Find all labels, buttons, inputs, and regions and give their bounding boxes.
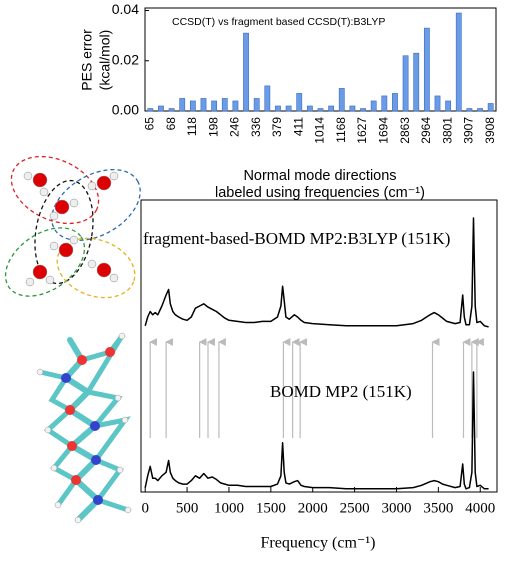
bar bbox=[477, 108, 483, 112]
bar bbox=[253, 98, 260, 112]
plot-frame bbox=[140, 199, 498, 493]
spectrum-line bbox=[144, 371, 489, 490]
bar bbox=[434, 95, 441, 112]
bar bbox=[455, 12, 462, 112]
y-tick-label: 0.04 bbox=[112, 1, 139, 17]
bar bbox=[381, 95, 388, 112]
bar bbox=[487, 103, 494, 112]
bar bbox=[221, 98, 228, 112]
y-axis-label: PES error bbox=[79, 29, 95, 91]
x-tick-label: 1168 bbox=[334, 117, 348, 143]
bar bbox=[445, 100, 452, 112]
bar bbox=[402, 55, 409, 112]
x-tick-label: 1500 bbox=[256, 500, 286, 516]
x-tick-label: 198 bbox=[206, 117, 220, 137]
series-label: BOMD MP2 (151K) bbox=[270, 382, 412, 401]
bar bbox=[423, 27, 430, 112]
x-tick-label: 2500 bbox=[340, 500, 370, 516]
x-axis-label: labeled using frequencies (cm⁻¹) bbox=[215, 185, 425, 201]
y-tick-label: 0.00 bbox=[112, 102, 139, 118]
x-tick-label: 1694 bbox=[376, 117, 390, 144]
x-tick-label: 336 bbox=[249, 117, 263, 137]
peptide bbox=[36, 332, 132, 524]
x-tick-label: 2000 bbox=[298, 500, 328, 516]
x-tick-label: 3500 bbox=[423, 500, 453, 516]
x-tick-label: 2863 bbox=[398, 117, 412, 144]
x-axis-label: Normal mode directions bbox=[243, 168, 396, 184]
bar bbox=[413, 52, 420, 112]
bar bbox=[211, 100, 218, 112]
bar bbox=[243, 32, 249, 112]
water-cluster bbox=[4, 155, 141, 299]
bar bbox=[285, 105, 292, 112]
x-tick-label: 65 bbox=[142, 117, 156, 131]
bar bbox=[317, 108, 324, 112]
bar bbox=[370, 100, 377, 112]
bar bbox=[179, 98, 186, 112]
bar bbox=[296, 93, 303, 112]
x-tick-label: 118 bbox=[185, 117, 199, 136]
x-tick-label: 379 bbox=[270, 117, 284, 137]
water-molecules bbox=[23, 171, 119, 287]
bar bbox=[275, 105, 281, 112]
bar bbox=[349, 105, 356, 112]
x-tick-label: 1627 bbox=[355, 117, 369, 144]
bar bbox=[392, 93, 398, 112]
x-tick-label: 3801 bbox=[440, 117, 454, 144]
bar bbox=[338, 88, 345, 112]
x-tick-label: 1014 bbox=[313, 117, 327, 144]
bar bbox=[466, 108, 473, 112]
y-axis-label: (kcal/mol) bbox=[97, 30, 113, 91]
bar bbox=[158, 105, 164, 112]
bar bbox=[200, 98, 207, 112]
x-tick-label: 0 bbox=[141, 500, 149, 516]
spectrum-line bbox=[144, 217, 489, 328]
bar bbox=[189, 100, 196, 112]
bar bbox=[360, 108, 366, 112]
x-tick-label: 3908 bbox=[483, 117, 497, 144]
bar bbox=[147, 108, 154, 112]
x-tick-label: 2964 bbox=[419, 117, 433, 144]
bar bbox=[232, 100, 239, 112]
series-label: fragment-based-BOMD MP2:B3LYP (151K) bbox=[143, 229, 450, 248]
bar bbox=[264, 85, 271, 112]
bar bbox=[168, 108, 175, 112]
x-tick-label: 500 bbox=[176, 500, 199, 516]
x-tick-label: 246 bbox=[228, 117, 242, 137]
x-tick-label: 68 bbox=[164, 117, 178, 131]
bar bbox=[328, 105, 335, 112]
bar bbox=[306, 105, 313, 112]
x-tick-label: 3000 bbox=[381, 500, 411, 516]
y-tick-label: 0.02 bbox=[112, 51, 139, 67]
x-tick-label: 411 bbox=[291, 117, 305, 136]
x-tick-label: 1000 bbox=[214, 500, 244, 516]
bar-chart: CCSD(T) vs fragment based CCSD(T):B3LYP 0… bbox=[79, 1, 497, 201]
x-tick-label: 4000 bbox=[465, 500, 495, 516]
x-axis-label: Frequency (cm⁻¹) bbox=[261, 535, 376, 552]
chart-title: CCSD(T) vs fragment based CCSD(T):B3LYP bbox=[172, 16, 385, 28]
x-tick-label: 3907 bbox=[462, 117, 476, 144]
spectrum-chart: 0 500 1000 1500 2000 2500 3000 3500 4000 Frequenc… bbox=[140, 199, 498, 552]
